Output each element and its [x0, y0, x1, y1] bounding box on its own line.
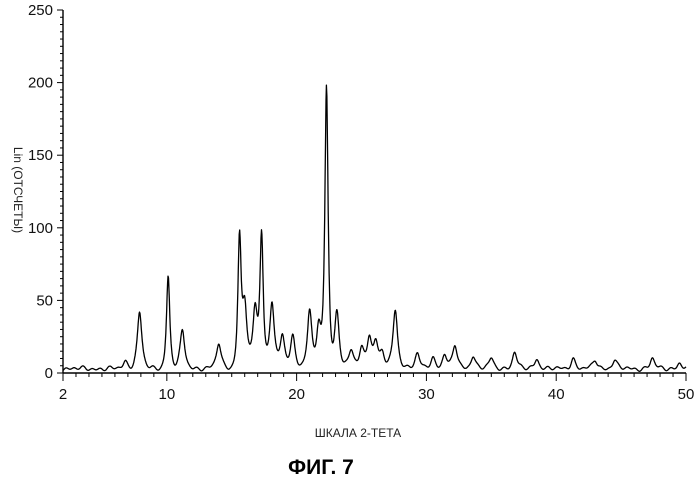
y-tick-label: 250	[28, 2, 53, 19]
peak-point	[351, 352, 352, 353]
x-tick-label: 30	[418, 386, 435, 403]
peak-point	[473, 355, 474, 356]
x-tick-label: 10	[158, 386, 175, 403]
x-tick-label: 20	[288, 386, 305, 403]
peak-point	[318, 329, 319, 330]
peak-point	[375, 343, 376, 344]
peak-point	[417, 355, 418, 356]
y-tick-label: 0	[45, 365, 53, 382]
peak-point	[536, 358, 537, 359]
chart-ticks: 2 10 20 30 40 50 0 50 100 150 200 250	[28, 2, 694, 403]
x-tick-label: 2	[59, 386, 67, 403]
peak-point	[382, 355, 383, 356]
x-axis-title: ШКАЛА 2-ТЕТА	[315, 426, 401, 440]
chart-axes	[63, 10, 686, 373]
y-tick-label: 100	[28, 220, 53, 237]
x-tick-label: 50	[678, 386, 695, 403]
figure-caption: ФИГ. 7	[288, 456, 354, 479]
y-tick-label: 50	[36, 292, 53, 309]
y-axis-title: Lin (ОТСЧЕТЫ)	[11, 147, 25, 233]
peak-point	[595, 359, 596, 360]
x-tick-label: 40	[548, 386, 565, 403]
diffraction-trace	[63, 85, 686, 371]
y-tick-label: 150	[28, 147, 53, 164]
y-tick-label: 200	[28, 75, 53, 92]
